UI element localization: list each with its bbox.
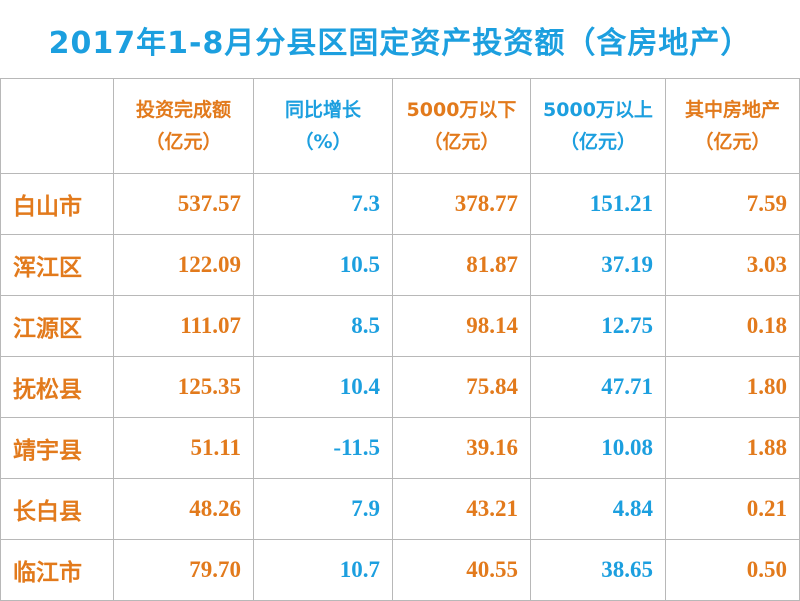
header-cell: 同比增长 （%） xyxy=(253,78,393,174)
value-cell: 4.84 xyxy=(530,478,666,540)
value-cell: 37.19 xyxy=(530,234,666,296)
value-cell: 10.4 xyxy=(253,356,393,418)
region-name: 长白县 xyxy=(0,478,114,540)
header-cell: 其中房地产 （亿元） xyxy=(665,78,800,174)
value-cell: 122.09 xyxy=(113,234,254,296)
value-cell: 12.75 xyxy=(530,295,666,357)
header-row: 投资完成额 （亿元） 同比增长 （%） 5000万以下 （亿元） 5000万以上 （亿元） 其中… xyxy=(0,78,800,174)
data-row: 浑江区 122.09 10.5 81.87 37.19 3.03 xyxy=(0,234,800,296)
value-cell: 43.21 xyxy=(392,478,531,540)
value-cell: 7.9 xyxy=(253,478,393,540)
value-cell: 151.21 xyxy=(530,173,666,235)
value-cell: 47.71 xyxy=(530,356,666,418)
value-cell: 51.11 xyxy=(113,417,254,479)
value-cell: 38.65 xyxy=(530,539,666,601)
data-table: 投资完成额 （亿元） 同比增长 （%） 5000万以下 （亿元） 5000万以上 （亿元） 其中… xyxy=(0,78,800,601)
value-cell: 1.80 xyxy=(665,356,800,418)
table-body: 投资完成额 （亿元） 同比增长 （%） 5000万以下 （亿元） 5000万以上 （亿元） 其中… xyxy=(0,78,800,601)
value-cell: 79.70 xyxy=(113,539,254,601)
header-line: （亿元） xyxy=(694,131,771,153)
value-cell: 3.03 xyxy=(665,234,800,296)
value-cell: 40.55 xyxy=(392,539,531,601)
value-cell: 111.07 xyxy=(113,295,254,357)
region-name: 抚松县 xyxy=(0,356,114,418)
data-row: 白山市 537.57 7.3 378.77 151.21 7.59 xyxy=(0,173,800,235)
header-line: （亿元） xyxy=(423,131,500,153)
data-row: 长白县 48.26 7.9 43.21 4.84 0.21 xyxy=(0,478,800,540)
value-cell: 378.77 xyxy=(392,173,531,235)
value-cell: -11.5 xyxy=(253,417,393,479)
region-name: 靖宇县 xyxy=(0,417,114,479)
value-cell: 98.14 xyxy=(392,295,531,357)
header-line: 5000万以下 xyxy=(406,99,517,121)
value-cell: 0.50 xyxy=(665,539,800,601)
value-cell: 81.87 xyxy=(392,234,531,296)
header-line: （亿元） xyxy=(145,131,222,153)
value-cell: 8.5 xyxy=(253,295,393,357)
value-cell: 10.5 xyxy=(253,234,393,296)
data-row: 抚松县 125.35 10.4 75.84 47.71 1.80 xyxy=(0,356,800,418)
value-cell: 48.26 xyxy=(113,478,254,540)
value-cell: 0.18 xyxy=(665,295,800,357)
value-cell: 75.84 xyxy=(392,356,531,418)
region-name: 浑江区 xyxy=(0,234,114,296)
header-cell: 投资完成额 （亿元） xyxy=(113,78,254,174)
value-cell: 7.3 xyxy=(253,173,393,235)
value-cell: 537.57 xyxy=(113,173,254,235)
header-cell: 5000万以下 （亿元） xyxy=(392,78,531,174)
data-row: 靖宇县 51.11 -11.5 39.16 10.08 1.88 xyxy=(0,417,800,479)
value-cell: 125.35 xyxy=(113,356,254,418)
data-row: 江源区 111.07 8.5 98.14 12.75 0.18 xyxy=(0,295,800,357)
header-line: （%） xyxy=(294,131,352,153)
value-cell: 0.21 xyxy=(665,478,800,540)
header-line: 投资完成额 xyxy=(135,99,231,121)
header-cell: 5000万以上 （亿元） xyxy=(530,78,666,174)
region-name: 江源区 xyxy=(0,295,114,357)
corner-cell xyxy=(0,78,114,174)
region-name: 白山市 xyxy=(0,173,114,235)
region-name: 临江市 xyxy=(0,539,114,601)
value-cell: 10.08 xyxy=(530,417,666,479)
header-line: 其中房地产 xyxy=(684,99,780,121)
data-row: 临江市 79.70 10.7 40.55 38.65 0.50 xyxy=(0,539,800,601)
header-line: （亿元） xyxy=(559,131,636,153)
header-line: 5000万以上 xyxy=(543,99,653,121)
value-cell: 10.7 xyxy=(253,539,393,601)
value-cell: 7.59 xyxy=(665,173,800,235)
header-line: 同比增长 xyxy=(284,99,361,121)
value-cell: 39.16 xyxy=(392,417,531,479)
title: 2017年1-8月分县区固定资产投资额（含房地产） xyxy=(48,26,752,61)
value-cell: 1.88 xyxy=(665,417,800,479)
